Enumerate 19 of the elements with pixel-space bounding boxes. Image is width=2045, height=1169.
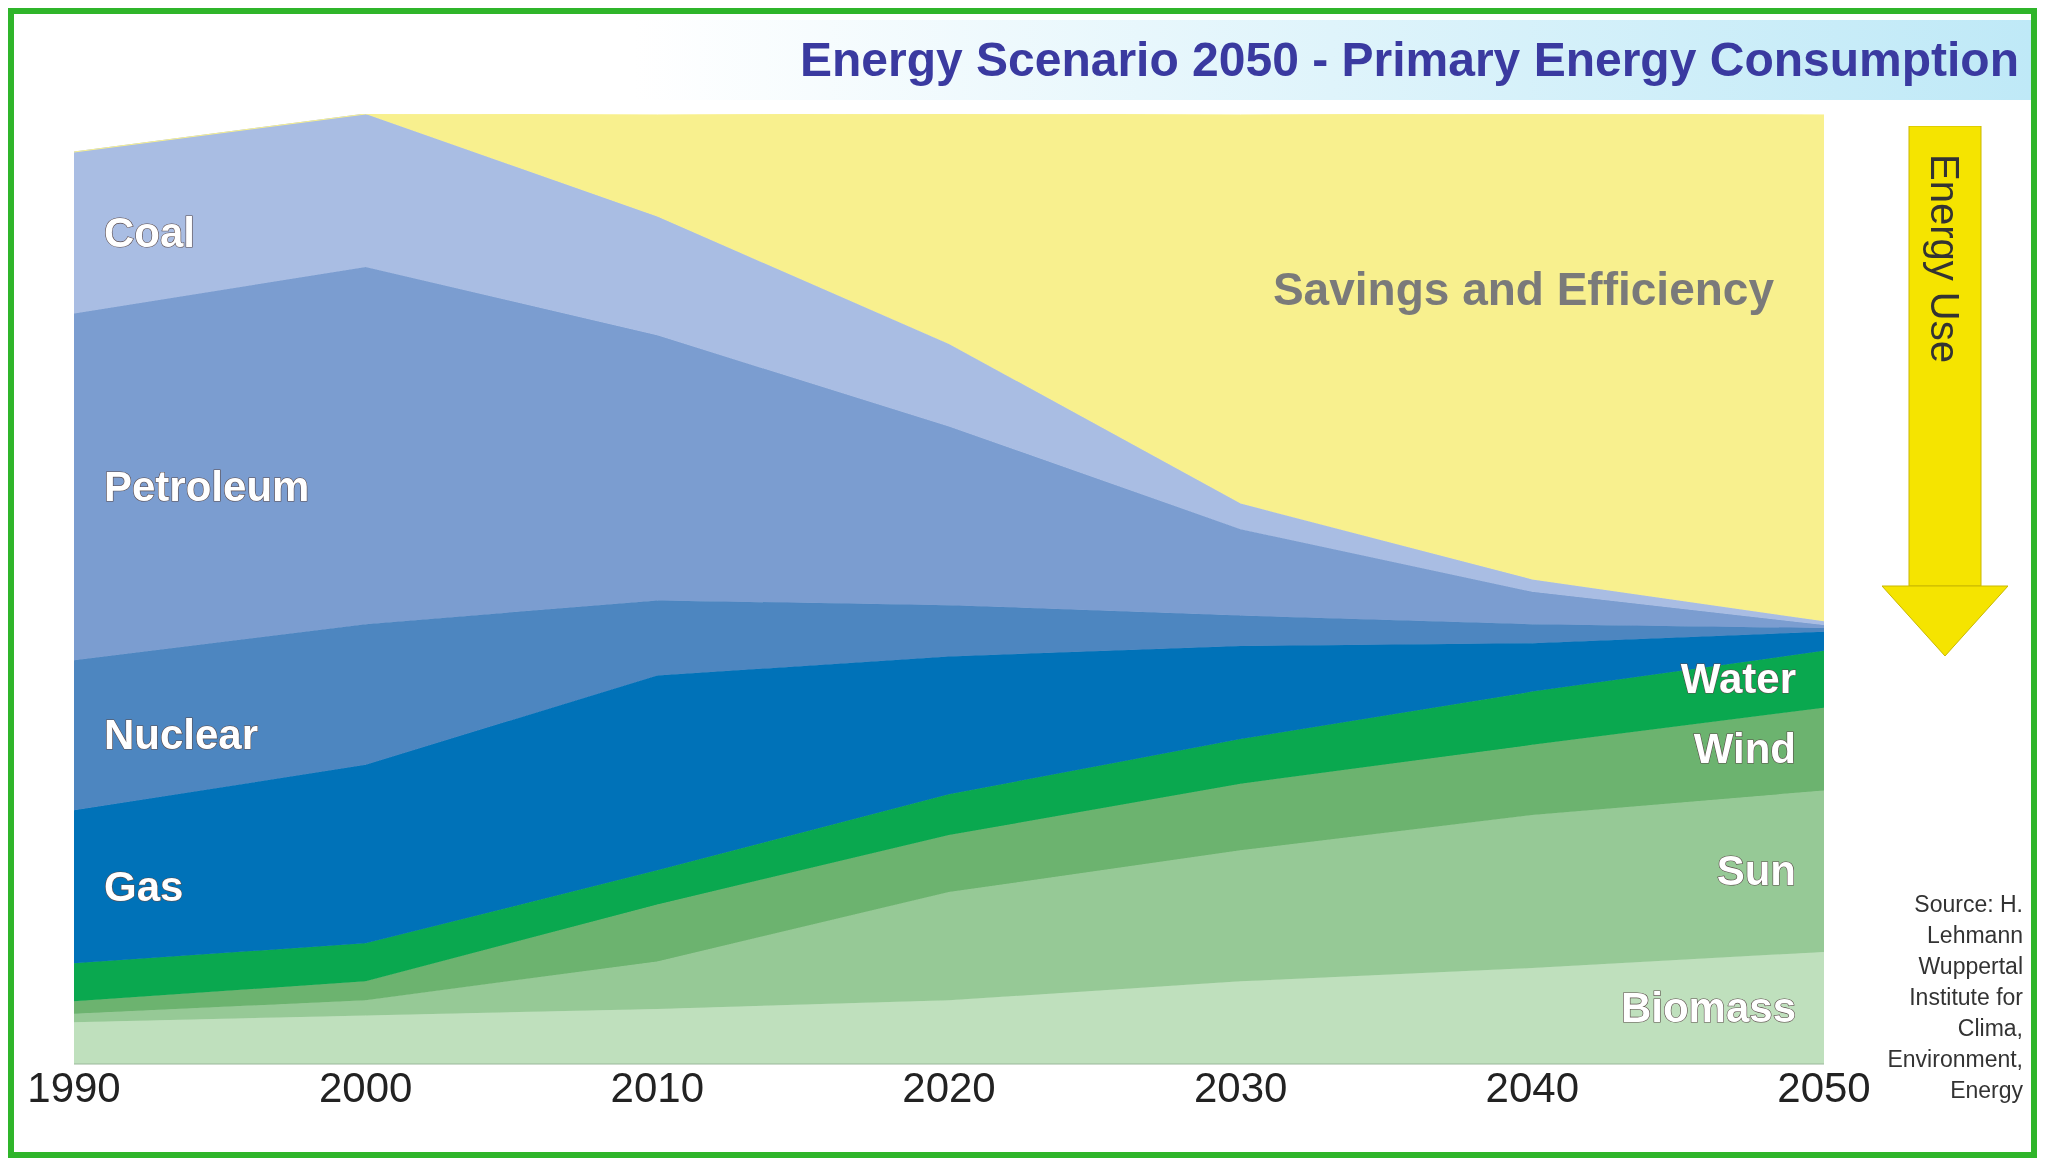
series-label: Water: [1680, 655, 1796, 703]
series-label: Biomass: [1620, 983, 1796, 1031]
x-tick-label: 1990: [27, 1063, 121, 1111]
text: Energy Use: [1922, 154, 1967, 363]
series-label: Sun: [1716, 847, 1796, 895]
chart-title: Energy Scenario 2050 - Primary Energy Consumption: [799, 32, 2019, 87]
series-label: Coal: [104, 208, 196, 256]
series-label: Wind: [1693, 725, 1796, 773]
x-tick-label: 2010: [610, 1063, 705, 1111]
series-label: Gas: [104, 862, 184, 910]
x-tick-label: 2030: [1193, 1063, 1288, 1111]
series-label: Nuclear: [104, 711, 259, 759]
series-label: Petroleum: [104, 462, 310, 510]
x-tick-label: 2050: [1777, 1063, 1871, 1111]
x-tick-label: 2020: [902, 1063, 996, 1111]
series-label: Savings and Efficiency: [1272, 262, 1775, 315]
x-tick-label: 2000: [318, 1063, 413, 1111]
x-tick-label: 2040: [1485, 1063, 1580, 1111]
source-note: Source: H. Lehmann Wuppertal Institute for Clima, Environment, Energy: [1887, 891, 2023, 1103]
